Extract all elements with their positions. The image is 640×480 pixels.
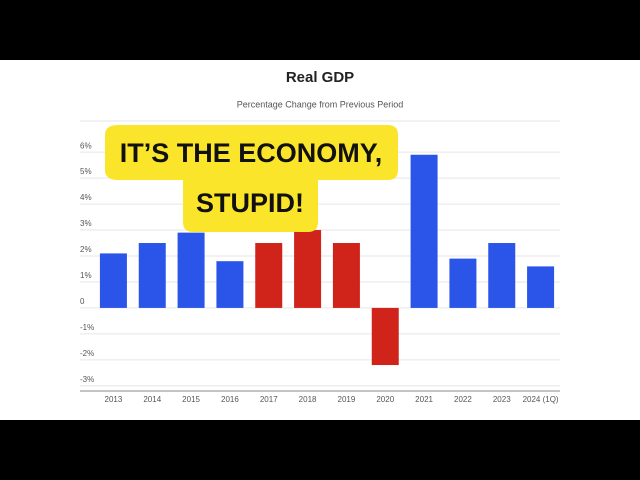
bar	[99, 253, 127, 308]
y-tick-label: 2%	[80, 245, 92, 254]
y-tick-label: -2%	[80, 349, 94, 358]
annotation-line: STUPID!	[196, 188, 304, 218]
bar	[294, 230, 322, 308]
x-tick-label: 2014	[143, 395, 161, 404]
bar	[177, 232, 205, 308]
bar	[527, 266, 555, 308]
y-tick-label: 4%	[80, 193, 92, 202]
x-tick-label: 2024 (1Q)	[523, 395, 559, 404]
plot: -3% -2% -1% 0 1% 2% 3% 4% 5% 6% 2013 2014 2015 2016 20…	[80, 120, 560, 404]
bar	[488, 243, 516, 308]
x-tick-label: 2015	[182, 395, 200, 404]
y-tick-label: 0	[80, 297, 85, 306]
x-tick-label: 2020	[376, 395, 394, 404]
y-tick-label: 1%	[80, 271, 92, 280]
bar	[255, 243, 283, 308]
y-tick-label: 5%	[80, 167, 92, 176]
bar	[216, 261, 244, 308]
chart-title: Real GDP	[286, 69, 354, 86]
x-tick-label: 2019	[338, 395, 356, 404]
sticker-shape	[105, 125, 398, 232]
x-tick-label: 2021	[415, 395, 433, 404]
x-tick-label: 2016	[221, 395, 239, 404]
x-tick-label: 2018	[299, 395, 317, 404]
x-tick-label: 2023	[493, 395, 511, 404]
y-tick-label: -1%	[80, 323, 94, 332]
y-tick-label: 3%	[80, 219, 92, 228]
x-tick-label: 2013	[105, 395, 123, 404]
y-tick-label: -3%	[80, 375, 94, 384]
bar	[371, 307, 399, 366]
bar	[332, 243, 360, 308]
y-tick-label: 6%	[80, 141, 92, 150]
x-tick-label: 2017	[260, 395, 278, 404]
chart-subtitle: Percentage Change from Previous Period	[237, 99, 404, 109]
bar	[138, 243, 166, 308]
annotation-line: IT’S THE ECONOMY,	[120, 138, 383, 168]
bar	[410, 154, 438, 308]
annotation: IT’S THE ECONOMY, STUPID!	[105, 125, 398, 232]
x-tick-label: 2022	[454, 395, 472, 404]
bar	[449, 258, 477, 308]
